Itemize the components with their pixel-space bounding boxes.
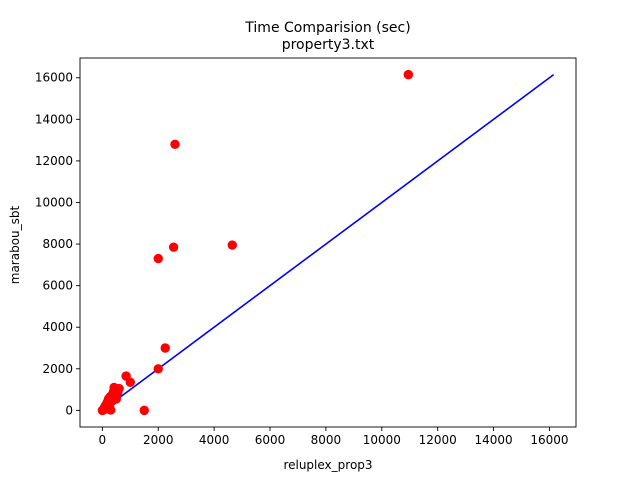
data-point xyxy=(125,377,135,388)
x-tick-label: 12000 xyxy=(419,433,457,447)
y-tick-label: 6000 xyxy=(42,279,73,293)
y-tick-label: 4000 xyxy=(42,320,73,334)
data-point xyxy=(153,364,163,374)
y-tick-label: 16000 xyxy=(35,71,73,85)
y-tick-label: 14000 xyxy=(35,112,73,126)
x-tick-label: 8000 xyxy=(311,433,342,447)
y-axis-label: marabou_sbt xyxy=(8,205,22,284)
y-tick-label: 2000 xyxy=(42,362,73,376)
data-point xyxy=(139,405,149,416)
axes-frame xyxy=(79,57,577,428)
chart-subtitle: property3.txt xyxy=(282,37,375,53)
y-tick-label: 10000 xyxy=(35,195,73,209)
y-tick-label: 12000 xyxy=(35,154,73,168)
y-tick-label: 8000 xyxy=(42,237,73,251)
data-point xyxy=(170,139,180,149)
data-point xyxy=(153,253,163,264)
data-point xyxy=(114,383,124,394)
x-tick-label: 2000 xyxy=(143,433,174,447)
x-tick-label: 4000 xyxy=(199,433,230,447)
x-axis-label: reluplex_prop3 xyxy=(283,458,372,472)
plot-area: 0 2000 4000 6000 8000 10000 12000 14000 16000 0 20… xyxy=(35,57,577,447)
data-point xyxy=(168,242,179,252)
x-tick-label: 6000 xyxy=(255,433,286,447)
x-tick-label: 16000 xyxy=(530,433,568,447)
data-point xyxy=(403,69,414,80)
chart-title: Time Comparision (sec) xyxy=(244,20,410,36)
data-point xyxy=(106,405,116,415)
data-point xyxy=(227,240,237,250)
x-tick-label: 0 xyxy=(99,433,107,447)
x-tick-label: 10000 xyxy=(363,433,401,447)
y-tick-label: 0 xyxy=(65,403,73,417)
x-tick-label: 14000 xyxy=(474,433,512,447)
data-point xyxy=(160,343,170,353)
reference-line xyxy=(101,73,555,412)
